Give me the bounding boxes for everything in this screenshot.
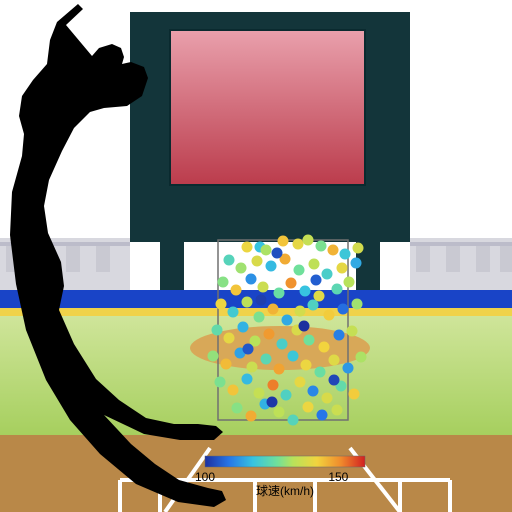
pitch-marker [274,288,285,299]
pitch-marker [316,241,327,252]
colorbar-tick: 100 [195,470,215,484]
pitch-marker [304,335,315,346]
pitch-marker [277,339,288,350]
pitch-marker [286,278,297,289]
pitch-marker [218,277,229,288]
pitch-marker [303,235,314,246]
pitch-marker [231,285,242,296]
pitch-marker [295,377,306,388]
pitch-marker [242,297,253,308]
pitch-marker [215,377,226,388]
colorbar-label: 球速(km/h) [256,484,314,498]
pitch-marker [308,386,319,397]
pitch-marker [256,295,267,306]
pitch-marker [293,239,304,250]
pitch-marker [268,304,279,315]
pitch-marker [347,326,358,337]
pitch-marker [338,304,349,315]
pitch-marker [340,249,351,260]
pitch-marker [308,300,319,311]
pitch-marker [288,351,299,362]
pitch-marker [303,402,314,413]
pitch-marker [247,362,258,373]
pitch-marker [351,258,362,269]
colorbar-tick: 150 [328,470,348,484]
pitch-marker [264,329,275,340]
chart-svg: 100 150 球速(km/h) [0,0,512,512]
pitch-marker [295,306,306,317]
pitch-marker [343,363,354,374]
pitch-marker [322,269,333,280]
pitch-marker [272,248,283,259]
pitch-marker [266,261,277,272]
pitch-marker [243,344,254,355]
pitch-marker [228,307,239,318]
pitch-marker [208,351,219,362]
pitch-marker [332,405,343,416]
pitch-marker [232,403,243,414]
pitch-marker [322,393,333,404]
pitch-marker [228,385,239,396]
scoreboard-screen [170,30,365,185]
pitch-marker [261,245,272,256]
pitch-marker [274,407,285,418]
pitch-marker [252,256,263,267]
pitch-marker [254,312,265,323]
pitch-marker [242,374,253,385]
pitch-marker [324,310,335,321]
pitch-marker [332,284,343,295]
pitch-marker [267,397,278,408]
pitch-marker [334,330,345,341]
pitch-marker [268,380,279,391]
pitch-marker [224,255,235,266]
pitch-marker [349,389,360,400]
pitch-marker [246,274,257,285]
pitch-marker [344,277,355,288]
pitch-marker [254,388,265,399]
pitch-marker [288,415,299,426]
pitch-marker [352,299,363,310]
pitch-marker [282,315,293,326]
pitch-marker [317,410,328,421]
pitch-marker [242,242,253,253]
pitch-marker [281,390,292,401]
pitch-marker [246,411,257,422]
pitch-marker [319,342,330,353]
pitch-marker [278,236,289,247]
pitch-marker [212,325,223,336]
pitch-marker [314,291,325,302]
pitch-marker [294,265,305,276]
pitch-marker [311,275,322,286]
pitch-marker [258,282,269,293]
pitch-marker [236,263,247,274]
pitch-location-chart: 100 150 球速(km/h) [0,0,512,512]
pitch-marker [301,360,312,371]
pitch-marker [329,355,340,366]
pitch-marker [353,243,364,254]
pitch-marker [221,359,232,370]
pitch-marker [315,367,326,378]
pitch-marker [238,322,249,333]
pitch-marker [274,364,285,375]
pitch-marker [337,263,348,274]
pitch-marker [224,333,235,344]
pitch-marker [299,321,310,332]
pitch-marker [261,354,272,365]
pitch-marker [300,286,311,297]
pitch-marker [328,245,339,256]
pitch-marker [309,259,320,270]
pitch-marker [329,375,340,386]
pitch-marker [356,352,367,363]
pitch-marker [216,299,227,310]
